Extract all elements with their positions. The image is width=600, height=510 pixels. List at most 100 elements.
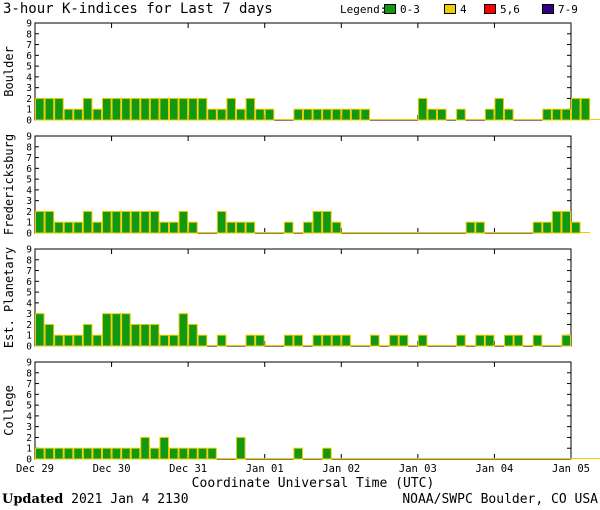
k-index-bar: [82, 97, 93, 121]
k-index-bar: [437, 108, 447, 121]
x-tick-label: Dec 30: [93, 463, 131, 475]
k-index-bar: [303, 108, 313, 121]
k-index-bar: [159, 334, 170, 347]
k-index-bar: [312, 334, 323, 347]
k-index-bar: [456, 108, 466, 121]
k-index-bar: [417, 334, 428, 347]
k-index-bar: [92, 108, 103, 121]
k-index-bar: [102, 97, 112, 121]
k-index-bar: [484, 108, 495, 121]
legend-swatch-7-9: [542, 4, 554, 14]
k-index-bar: [73, 221, 83, 234]
k-index-bar: [216, 334, 227, 347]
y-tick-label: 9: [26, 245, 32, 256]
k-index-bar: [44, 447, 55, 460]
k-index-bar: [178, 210, 189, 234]
y-tick-label: 1: [26, 218, 32, 229]
k-index-bar: [561, 108, 572, 121]
y-tick-label: 8: [26, 368, 32, 379]
k-index-bar: [236, 221, 246, 234]
x-tick-label: Jan 02: [322, 463, 360, 475]
k-index-bar: [465, 221, 476, 234]
panel-label: Est. Planetary: [2, 247, 16, 348]
y-tick-label: 5: [26, 62, 32, 73]
k-index-bar: [293, 334, 303, 347]
k-index-bar: [484, 334, 495, 347]
y-tick-label: 3: [26, 83, 32, 94]
k-index-bar: [102, 447, 112, 460]
k-index-bar: [44, 210, 55, 234]
k-index-bar: [360, 108, 370, 121]
k-index-bar: [236, 436, 246, 460]
k-index-bar: [140, 323, 150, 347]
y-tick-label: 7: [26, 153, 32, 164]
k-index-bar: [226, 221, 237, 234]
k-index-bar: [169, 447, 179, 460]
k-index-bar: [245, 221, 256, 234]
y-tick-label: 2: [26, 320, 32, 331]
y-tick-label: 6: [26, 164, 32, 175]
legend-title: Legend:: [340, 3, 387, 16]
legend-label-7-9: 7-9: [558, 3, 578, 16]
k-index-bar: [236, 108, 246, 121]
k-index-bar: [398, 334, 409, 347]
k-index-bar: [188, 447, 198, 460]
y-tick-label: 9: [26, 132, 32, 143]
y-tick-label: 1: [26, 331, 32, 342]
y-tick-label: 9: [26, 358, 32, 369]
k-index-bar: [169, 334, 179, 347]
y-tick-label: 4: [26, 298, 32, 309]
k-index-bar: [149, 323, 160, 347]
x-tick-label: Jan 04: [475, 463, 513, 475]
panel-label: Fredericksburg: [2, 134, 16, 235]
k-index-bar: [245, 334, 256, 347]
k-index-bar: [331, 221, 342, 234]
k-index-bar: [54, 97, 64, 121]
legend-swatch-0-3: [384, 4, 396, 14]
k-index-bar: [159, 221, 170, 234]
legend-swatch-5-6: [484, 4, 496, 14]
y-tick-label: 0: [26, 116, 32, 127]
k-index-bar: [551, 210, 562, 234]
k-index-bar: [188, 323, 198, 347]
k-index-bar: [389, 334, 399, 347]
y-tick-label: 7: [26, 266, 32, 277]
k-index-bar: [188, 97, 198, 121]
y-tick-label: 1: [26, 444, 32, 455]
k-index-bar: [255, 334, 265, 347]
y-tick-label: 4: [26, 185, 32, 196]
k-index-bar: [216, 210, 227, 234]
k-index-bar: [35, 447, 45, 460]
k-index-bar: [140, 97, 150, 121]
k-index-bar: [63, 221, 74, 234]
k-index-bar: [331, 334, 342, 347]
k-index-bar: [111, 447, 122, 460]
updated-timestamp: Updated 2021 Jan 4 2130: [2, 492, 189, 507]
x-tick-label: Jan 05: [552, 463, 590, 475]
x-tick-label: Dec 31: [169, 463, 207, 475]
k-index-bar: [178, 97, 189, 121]
k-index-bar: [216, 108, 227, 121]
y-tick-label: 6: [26, 51, 32, 62]
y-tick-label: 3: [26, 196, 32, 207]
y-tick-label: 0: [26, 229, 32, 240]
y-tick-label: 2: [26, 207, 32, 218]
k-index-bar: [312, 108, 323, 121]
k-index-bar: [197, 97, 208, 121]
k-index-bar: [207, 108, 217, 121]
k-index-bar: [532, 334, 543, 347]
x-axis-label: Coordinate Universal Time (UTC): [192, 476, 435, 491]
k-index-bar: [63, 334, 74, 347]
x-tick-label: Dec 29: [16, 463, 54, 475]
k-index-bar: [341, 334, 351, 347]
chart-title: 3-hour K-indices for Last 7 days: [3, 1, 273, 17]
k-index-bar: [82, 447, 93, 460]
data-source: NOAA/SWPC Boulder, CO USA: [402, 492, 598, 507]
k-index-bar: [561, 210, 572, 234]
k-index-bar: [475, 334, 485, 347]
k-index-bar: [370, 334, 380, 347]
y-tick-label: 3: [26, 422, 32, 433]
k-index-bar: [130, 323, 141, 347]
k-index-bar: [571, 97, 581, 121]
y-tick-label: 8: [26, 142, 32, 153]
